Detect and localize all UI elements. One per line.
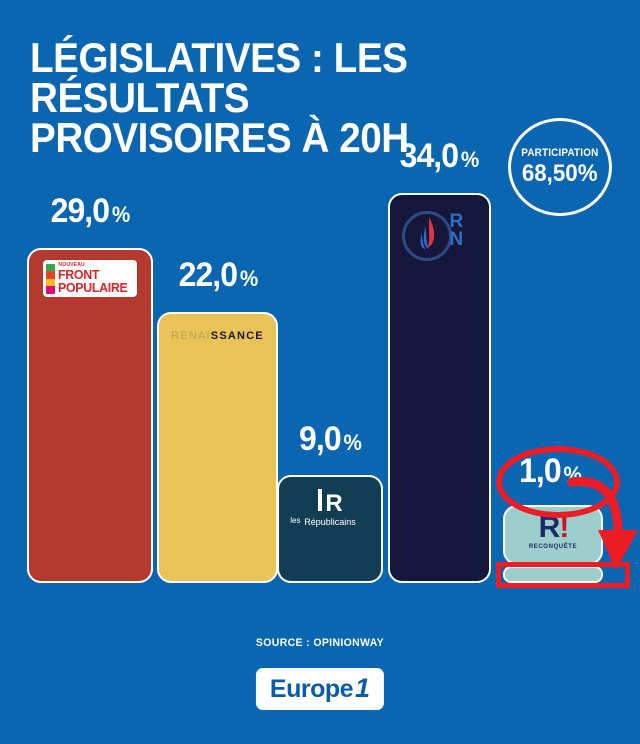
rn-letter-r: R	[449, 211, 464, 232]
bar-value-label-reconquete: 1,0%	[519, 452, 582, 490]
bar-les-republicains: R les Républicains	[277, 475, 383, 583]
bar-value-label-lr: 9,0%	[299, 420, 362, 458]
bar-renaissance: RENAISSANCE	[157, 312, 278, 583]
nfp-line2: FRONT	[58, 267, 100, 282]
bar-value-label-nfp: 29,0%	[50, 192, 131, 230]
rn-letter-n: N	[449, 229, 464, 251]
bar-value-label-rn: 34,0%	[399, 137, 480, 175]
renaissance-bold: SSANCE	[210, 330, 264, 342]
europe1-logo: Europe 1	[255, 668, 385, 710]
participation-value: 68,50%	[522, 160, 598, 188]
europe1-word: Europe	[269, 675, 354, 703]
bar-value-label-renaissance: 22,0%	[178, 256, 259, 294]
nfp-logo: NOUVEAU FRONT POPULAIRE	[43, 260, 137, 297]
bar-nfp: NOUVEAU FRONT POPULAIRE	[27, 248, 153, 583]
renaissance-logo: RENAISSANCE	[171, 330, 264, 342]
lr-word: Républicains	[304, 516, 356, 527]
bar-rassemblement-national: R N	[388, 193, 491, 583]
rq-monogram: R	[538, 511, 561, 544]
participation-badge: PARTICIPATION 68,50%	[508, 118, 612, 216]
lr-bar-icon	[318, 489, 323, 511]
bar-reconquete-sliver	[503, 566, 603, 583]
reconquete-logo: R! RECONQUÊTE	[528, 511, 578, 550]
nfp-line1: NOUVEAU	[58, 262, 85, 268]
lr-monogram: R	[325, 490, 342, 517]
nfp-stripes-icon	[46, 263, 56, 294]
source-label: SOURCE : OPINIONWAY	[255, 637, 385, 649]
rn-flame-icon	[420, 217, 434, 249]
page-title: LÉGISLATIVES : LES RÉSULTATS PROVISOIRES…	[30, 34, 409, 161]
rn-ring-icon	[401, 211, 452, 261]
europe1-number: 1	[355, 673, 371, 703]
renaissance-light: RENAI	[171, 330, 211, 342]
bar-reconquete: R! RECONQUÊTE	[503, 505, 603, 565]
rq-bang: !	[559, 511, 569, 544]
nfp-line3: POPULAIRE	[58, 280, 128, 295]
les-republicains-logo: R les Républicains	[290, 489, 356, 527]
rq-word: RECONQUÊTE	[528, 543, 578, 550]
participation-label: PARTICIPATION	[521, 147, 599, 160]
lr-les: les	[290, 516, 301, 526]
rassemblement-national-logo: R N	[396, 209, 484, 265]
